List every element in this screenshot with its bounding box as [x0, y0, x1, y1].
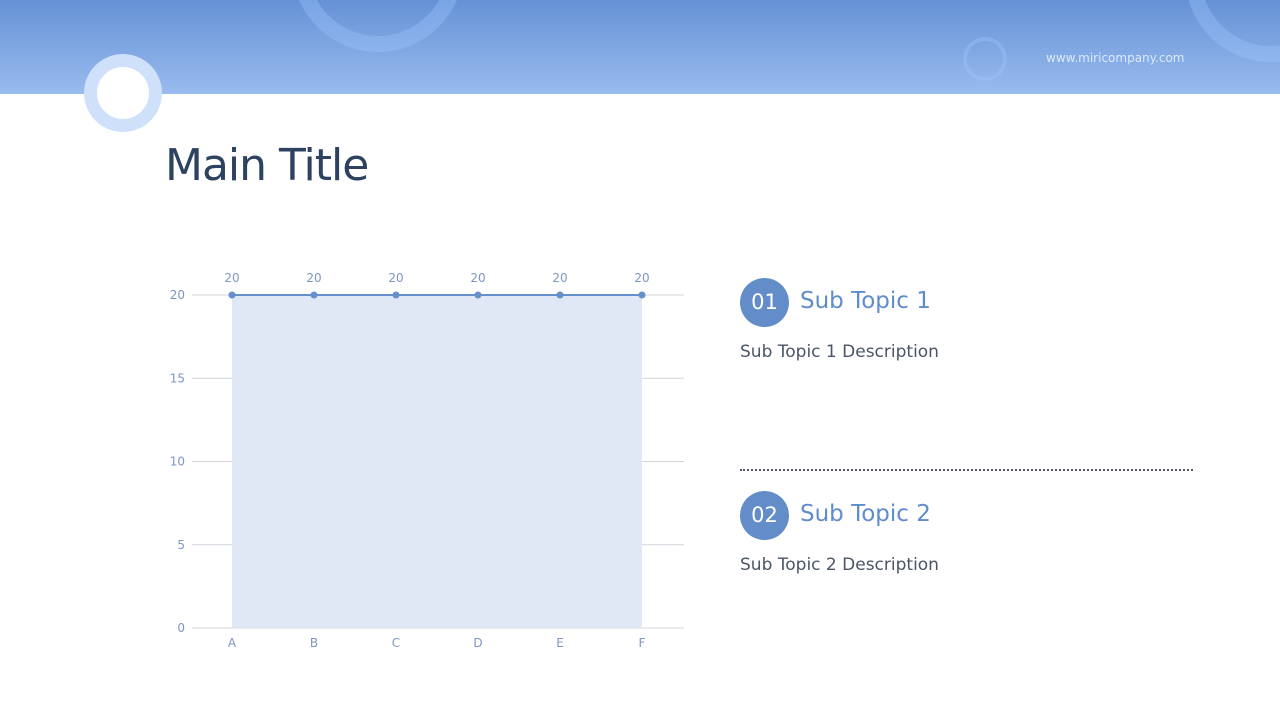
topic-number: 02: [740, 491, 789, 540]
y-tick-label: 20: [170, 288, 185, 302]
topic-description: Sub Topic 2 Description: [740, 555, 939, 575]
x-tick-label: C: [392, 636, 400, 650]
data-label: 20: [224, 271, 239, 285]
data-point: [556, 291, 564, 299]
data-label: 20: [634, 271, 649, 285]
data-point: [310, 291, 318, 299]
page-title: Main Title: [165, 140, 369, 191]
y-tick-label: 5: [177, 538, 185, 552]
topic-title: Sub Topic 1: [800, 288, 931, 314]
x-tick-label: B: [310, 636, 318, 650]
y-tick-label: 10: [170, 455, 185, 469]
header-banner: www.miricompany.com: [0, 0, 1280, 94]
data-label: 20: [470, 271, 485, 285]
x-tick-label: A: [228, 636, 237, 650]
topic-number: 01: [740, 278, 789, 327]
data-point: [392, 291, 400, 299]
data-label: 20: [552, 271, 567, 285]
x-tick-label: D: [473, 636, 482, 650]
data-label: 20: [388, 271, 403, 285]
decorative-ring: [963, 37, 1007, 81]
divider: [740, 469, 1193, 471]
company-url[interactable]: www.miricompany.com: [1046, 51, 1185, 65]
data-point: [474, 291, 482, 299]
data-label: 20: [306, 271, 321, 285]
x-tick-label: F: [639, 636, 646, 650]
y-tick-label: 15: [170, 371, 185, 385]
data-point: [638, 291, 646, 299]
y-tick-label: 0: [177, 621, 185, 635]
topic-description: Sub Topic 1 Description: [740, 342, 939, 362]
topic-title: Sub Topic 2: [800, 501, 931, 527]
data-point: [228, 291, 236, 299]
x-tick-label: E: [556, 636, 564, 650]
area-fill: [232, 295, 642, 628]
